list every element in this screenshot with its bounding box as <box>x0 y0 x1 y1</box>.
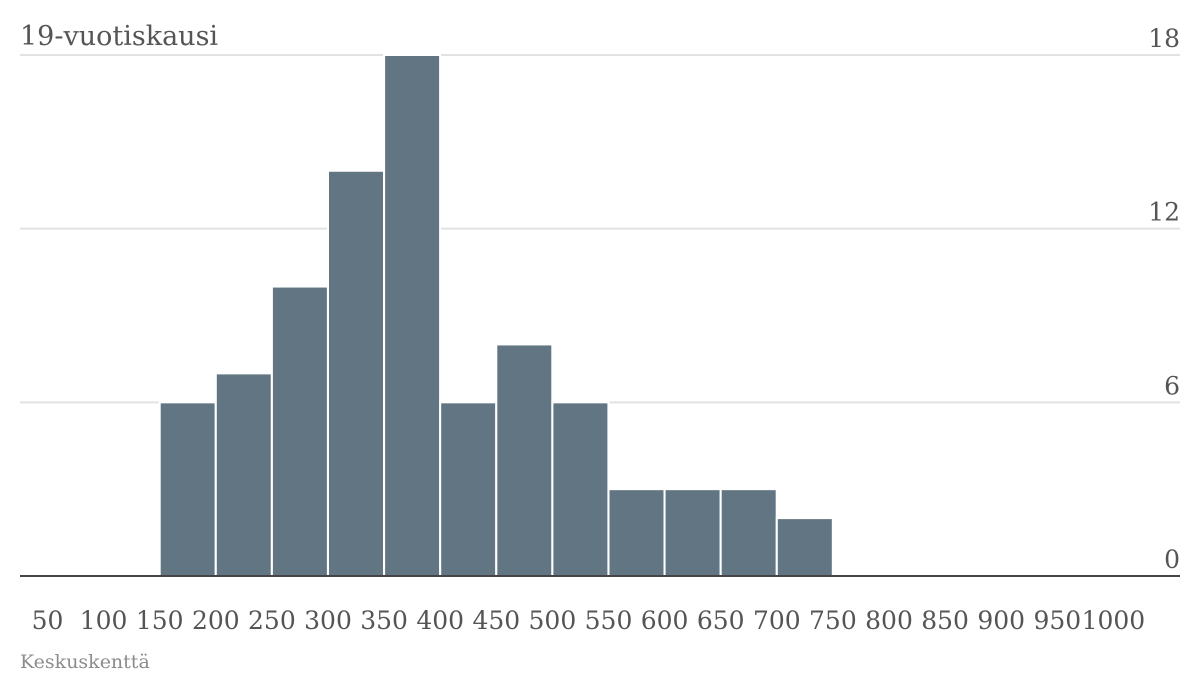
histogram-bar <box>775 517 834 577</box>
y-tick-label: 12 <box>1148 198 1180 227</box>
histogram-bar <box>495 343 554 578</box>
x-tick-label: 950 <box>1033 606 1081 635</box>
histogram-bar <box>327 169 385 577</box>
histogram-bar <box>439 401 498 578</box>
grid-lines <box>20 54 1180 404</box>
x-tick-label: 1000 <box>1082 606 1146 635</box>
histogram-bar <box>607 488 666 577</box>
x-tick-label: 400 <box>416 606 464 635</box>
bars <box>158 54 834 578</box>
x-tick-label: 600 <box>641 606 689 635</box>
chart-title: 19-vuotiskausi <box>20 21 218 52</box>
x-tick-label: 450 <box>472 606 520 635</box>
x-tick-label: 800 <box>865 606 913 635</box>
histogram-bar <box>719 488 778 577</box>
x-tick-label: 100 <box>80 606 128 635</box>
x-tick-label: 150 <box>136 606 184 635</box>
y-tick-label: 0 <box>1164 545 1180 574</box>
x-tick-label: 200 <box>192 606 240 635</box>
x-tick-label: 750 <box>809 606 857 635</box>
x-tick-label: 500 <box>529 606 577 635</box>
histogram-bar <box>158 401 217 578</box>
x-tick-label: 350 <box>360 606 408 635</box>
x-axis-label: Keskuskenttä <box>20 651 150 673</box>
x-tick-label: 50 <box>32 606 64 635</box>
x-tick-label: 250 <box>248 606 296 635</box>
y-tick-label: 6 <box>1164 371 1180 400</box>
x-tick-label: 550 <box>585 606 633 635</box>
histogram-bar <box>383 54 442 577</box>
x-tick-label: 900 <box>977 606 1025 635</box>
y-tick-label: 18 <box>1148 24 1180 53</box>
x-tick-label: 300 <box>304 606 352 635</box>
histogram-bar <box>663 488 722 577</box>
histogram-bar <box>551 401 610 578</box>
histogram-bar <box>214 372 273 577</box>
histogram-bar <box>270 285 329 577</box>
x-tick-label: 850 <box>921 606 969 635</box>
x-axis-ticks: 50 100 150 200 250 300 350 400 450 500 550 600 650 70… <box>32 606 1146 635</box>
x-tick-label: 650 <box>697 606 745 635</box>
x-tick-label: 700 <box>753 606 801 635</box>
y-axis-ticks: 0 6 12 18 <box>1148 24 1180 574</box>
